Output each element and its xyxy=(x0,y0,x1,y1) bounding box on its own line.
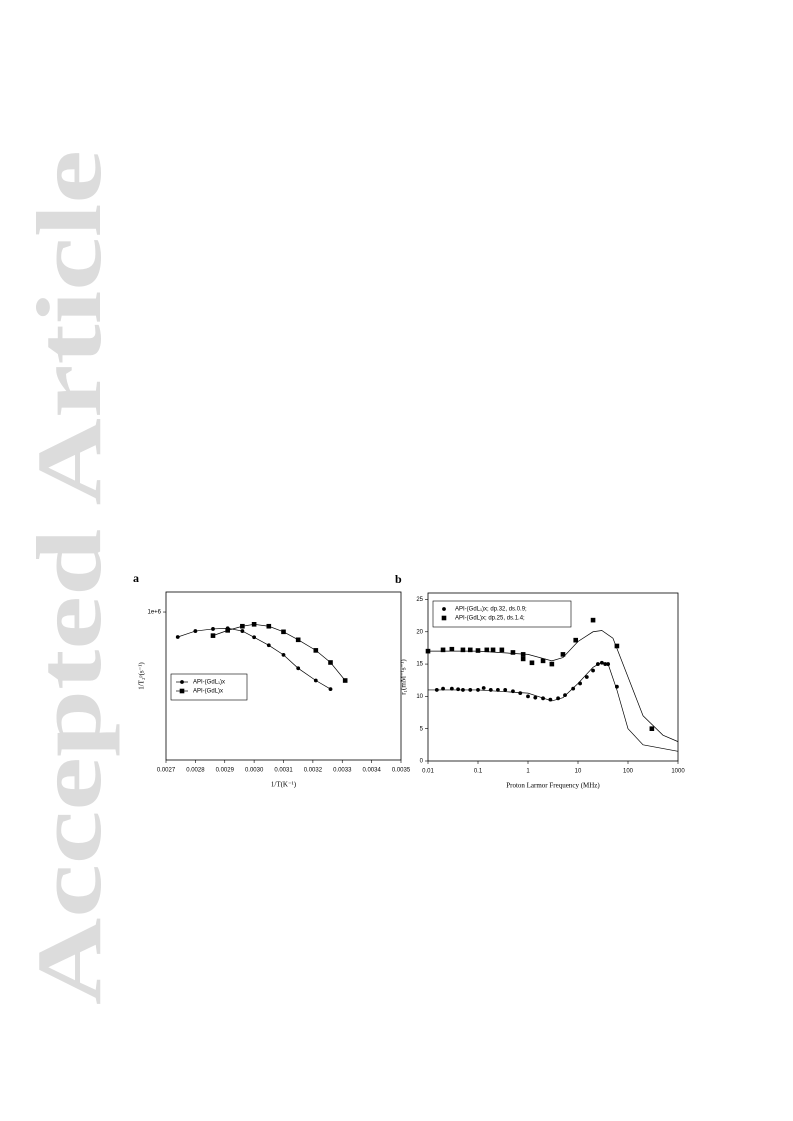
data-point xyxy=(342,678,348,683)
data-point xyxy=(599,660,604,665)
legend: API-(GdL₁)x API-(GdL)x xyxy=(170,673,248,701)
data-point xyxy=(573,637,579,643)
data-point xyxy=(590,617,596,623)
series-line xyxy=(428,630,679,742)
data-point xyxy=(225,628,230,633)
data-point xyxy=(591,668,595,673)
y-tick-label: 15 xyxy=(416,662,423,668)
legend-box xyxy=(432,600,572,628)
data-point xyxy=(281,652,286,657)
data-point xyxy=(526,694,530,699)
x-tick-label: 0.0028 xyxy=(186,768,205,774)
x-tick-label: 1000 xyxy=(671,769,685,775)
legend-marker xyxy=(442,607,446,611)
data-point xyxy=(499,647,505,653)
x-tick-label: 0.01 xyxy=(422,769,434,775)
data-point xyxy=(614,643,620,649)
data-point xyxy=(295,637,301,643)
data-point xyxy=(490,647,496,653)
x-axis-label: 1/T(K⁻¹) xyxy=(271,781,297,789)
data-point xyxy=(467,647,473,653)
x-tick-label: 0.0034 xyxy=(362,768,381,774)
data-point xyxy=(549,661,555,667)
data-point xyxy=(475,648,481,653)
data-point xyxy=(578,681,582,686)
data-point xyxy=(175,635,180,639)
data-point xyxy=(488,688,493,692)
plot-frame xyxy=(427,592,679,762)
legend-label: API-(GdL₁)x xyxy=(193,680,225,686)
data-point xyxy=(460,647,466,653)
data-point xyxy=(484,647,490,653)
legend-label: API-(GdL₁)x; dp.32, ds.0.9; xyxy=(455,607,527,613)
data-point xyxy=(210,633,216,638)
x-tick-label: 0.0029 xyxy=(216,768,235,774)
data-point xyxy=(649,726,655,731)
data-point xyxy=(560,652,566,657)
data-point xyxy=(211,627,215,631)
data-point xyxy=(520,656,526,662)
data-point xyxy=(296,666,301,671)
data-point xyxy=(240,623,245,629)
data-point xyxy=(518,691,523,696)
legend-marker xyxy=(179,688,185,694)
y-tick-label: 0 xyxy=(420,759,424,765)
data-point xyxy=(251,622,257,627)
data-point xyxy=(529,660,535,666)
data-point xyxy=(533,695,538,700)
data-point xyxy=(328,660,333,665)
legend-box xyxy=(170,673,248,701)
data-point xyxy=(313,678,318,683)
x-tick-label: 0.0033 xyxy=(333,768,352,774)
y-tick-label: 10 xyxy=(416,694,423,700)
data-point xyxy=(510,650,516,655)
panel-label: b xyxy=(395,572,402,586)
legend-marker xyxy=(441,615,447,621)
panel-label: a xyxy=(133,571,139,585)
data-point xyxy=(540,658,546,664)
data-point xyxy=(571,686,576,691)
x-tick-label: 0.0031 xyxy=(274,768,293,774)
data-point xyxy=(584,675,589,679)
legend-label: API-(GdL)x; dp.25, ds.1.4; xyxy=(455,616,525,622)
x-tick-label: 0.0030 xyxy=(245,768,264,774)
x-tick-label: 100 xyxy=(623,769,634,775)
x-tick-label: 0.0035 xyxy=(392,768,411,774)
y-tick-label: 25 xyxy=(416,597,423,603)
x-tick-label: 1 xyxy=(526,769,530,775)
data-point xyxy=(449,646,455,652)
data-point xyxy=(193,629,198,633)
x-tick-label: 10 xyxy=(575,769,582,775)
watermark: Accepted Article xyxy=(18,150,120,1005)
x-tick-label: 0.1 xyxy=(474,769,483,775)
data-point xyxy=(266,623,272,629)
series-line xyxy=(428,661,679,752)
legend-marker xyxy=(180,680,184,684)
y-tick-label: 20 xyxy=(416,629,423,635)
series-line xyxy=(212,623,346,681)
x-tick-label: 0.0027 xyxy=(157,768,176,774)
y-tick-label: 5 xyxy=(420,726,424,732)
y-tick-label: 1e+6 xyxy=(147,610,161,616)
y-axis-label: r₁(mM⁻¹s⁻¹) xyxy=(400,659,408,695)
data-point xyxy=(563,693,567,697)
legend: API-(GdL₁)x; dp.32, ds.0.9; API-(GdL)x; d… xyxy=(432,600,572,628)
legend-label: API-(GdL)x xyxy=(193,689,223,695)
data-point xyxy=(252,635,257,640)
data-point xyxy=(440,647,446,653)
x-tick-label: 0.0032 xyxy=(304,768,323,774)
data-point xyxy=(281,629,286,635)
data-point xyxy=(481,686,486,690)
data-point xyxy=(456,687,461,692)
data-point xyxy=(313,648,319,653)
data-point xyxy=(240,629,245,633)
data-point xyxy=(503,688,508,692)
data-point xyxy=(328,687,333,692)
y-axis-label: 1/T₂ᵖ(s⁻¹) xyxy=(138,662,146,690)
data-point xyxy=(266,643,271,648)
x-axis-label: Proton Larmor Frequency (MHz) xyxy=(506,782,600,790)
